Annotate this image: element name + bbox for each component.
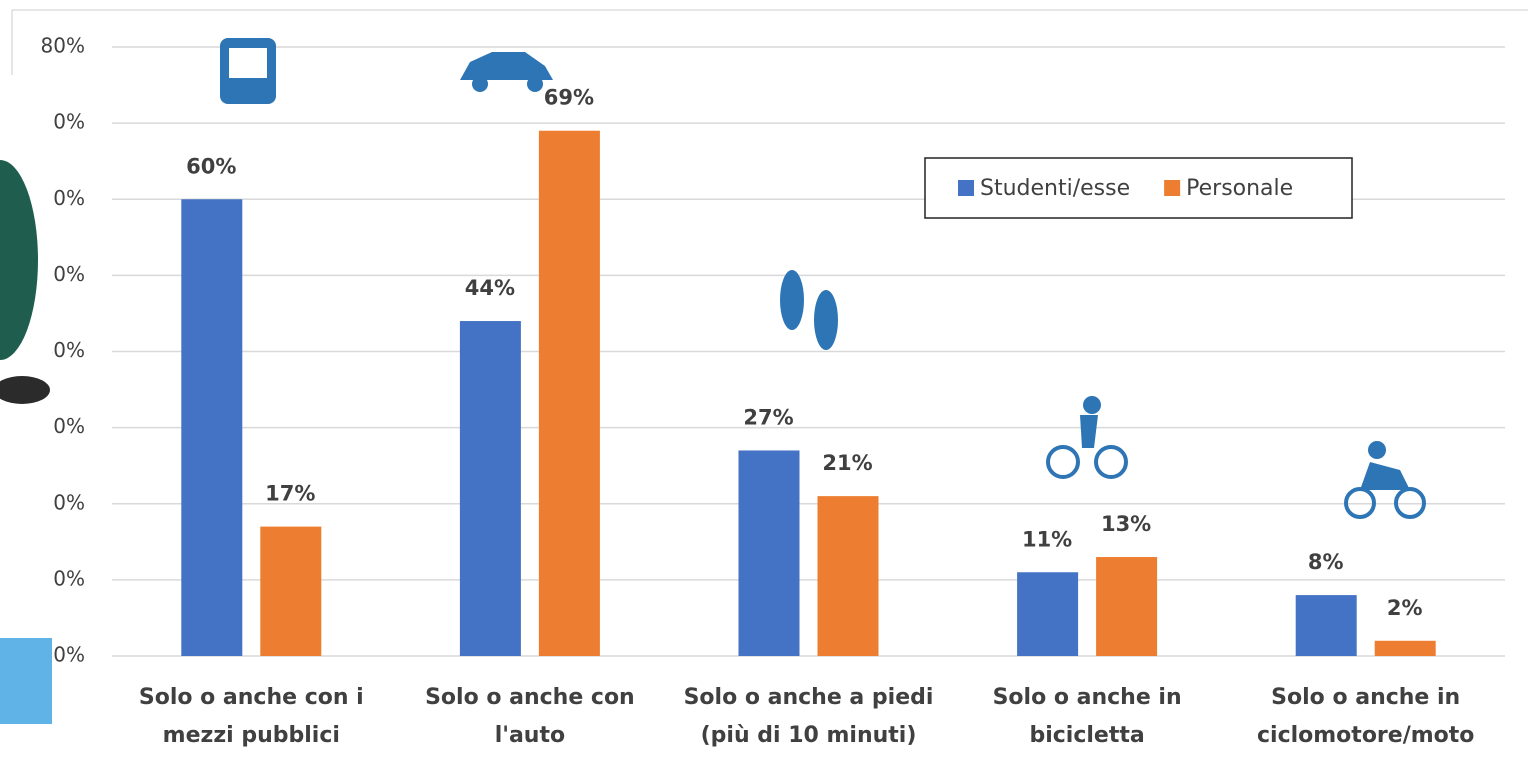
x-tick-label: mezzi pubblici: [163, 723, 340, 748]
moto-icon: [1360, 462, 1410, 490]
car-icon: [472, 76, 488, 92]
bar: [1374, 640, 1436, 656]
legend-label: Studenti/esse: [980, 176, 1130, 201]
moto-icon: [1394, 487, 1426, 519]
car-icon: [527, 76, 543, 92]
bar: [817, 496, 879, 656]
legend-box: [924, 157, 1353, 219]
bar: [538, 130, 600, 657]
moto-icon: [1368, 441, 1386, 459]
legend-swatch: [1164, 180, 1181, 196]
bus-icon: [229, 48, 267, 78]
bar: [1295, 595, 1357, 656]
x-tick-label: (più di 10 minuti): [701, 723, 917, 748]
bar: [181, 199, 243, 656]
moto-icon: [1344, 487, 1376, 519]
icons: [220, 38, 1426, 519]
bike-icon: [1083, 396, 1101, 414]
value-label: 11%: [1022, 527, 1072, 551]
leaf: [0, 160, 38, 360]
shape: [0, 638, 52, 724]
x-tick-label: bicicletta: [1029, 723, 1144, 748]
value-label: 27%: [743, 405, 793, 429]
x-tick-label: Solo o anche in: [1271, 685, 1460, 710]
x-tick-label: l'auto: [495, 723, 565, 748]
bar: [1096, 557, 1158, 656]
left-illustration: [0, 75, 52, 759]
x-tick-label: Solo o anche in: [993, 685, 1182, 710]
value-label: 44%: [465, 276, 515, 300]
value-label: 21%: [822, 451, 872, 475]
value-label: 8%: [1308, 550, 1344, 574]
legend-label: Personale: [1186, 176, 1293, 201]
value-label: 60%: [186, 154, 236, 178]
x-tick-label: Solo o anche con: [425, 685, 635, 710]
foot-icon: [780, 270, 804, 330]
car-icon: [460, 52, 553, 80]
bike-icon: [1046, 445, 1080, 479]
foot-icon: [814, 290, 838, 350]
y-tick-label: 80%: [41, 34, 85, 58]
value-label: 17%: [265, 482, 315, 506]
value-label: 69%: [544, 86, 594, 110]
legend-swatch: [958, 180, 974, 196]
x-tick-label: Solo o anche a piedi: [684, 685, 934, 710]
bike-icon: [1080, 415, 1098, 448]
bar: [459, 321, 521, 656]
x-tick-label: Solo o anche con i: [139, 685, 364, 710]
value-label: 2%: [1387, 596, 1423, 620]
value-label: 13%: [1101, 512, 1151, 536]
bar: [738, 450, 800, 656]
bar: [260, 526, 322, 656]
bar: [1017, 572, 1079, 656]
bike-icon: [1094, 445, 1128, 479]
legend: Studenti/esse Personale: [924, 157, 1353, 219]
shape: [0, 376, 50, 404]
y-tick-label: 0%: [53, 643, 85, 667]
x-tick-label: ciclomotore/moto: [1257, 723, 1474, 748]
